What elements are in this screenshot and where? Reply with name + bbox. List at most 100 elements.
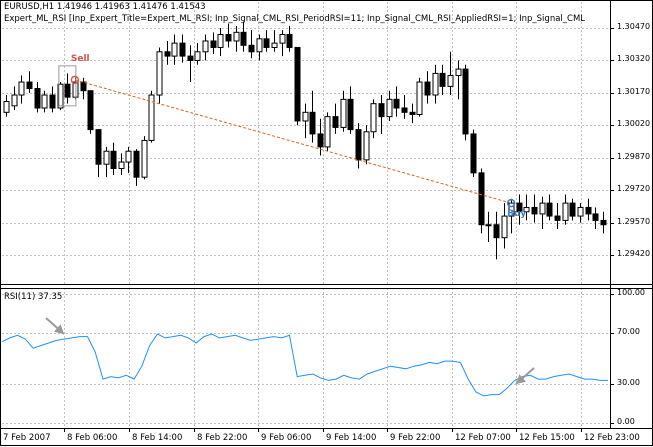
candle: [424, 71, 431, 104]
rsi-level-label: 30.00: [617, 378, 640, 388]
candles: [3, 21, 607, 260]
candle: [332, 103, 339, 134]
candle: [202, 34, 209, 61]
candle: [531, 194, 538, 223]
candle-body: [393, 98, 400, 109]
candle: [87, 90, 94, 134]
candle: [501, 203, 508, 249]
candle: [80, 77, 87, 100]
candle-body: [141, 139, 148, 178]
candle-body: [294, 46, 301, 122]
candle-body: [263, 38, 270, 48]
candle: [302, 103, 309, 139]
candle-body: [302, 111, 309, 122]
price-label: 1.30320: [617, 54, 651, 64]
candle-body: [110, 150, 117, 170]
candle-body: [508, 202, 515, 217]
candle-body: [539, 202, 546, 215]
arrow-head: [53, 324, 64, 334]
candle-body: [577, 206, 584, 217]
candle: [34, 82, 41, 113]
candle-body: [569, 202, 576, 217]
candle: [194, 43, 201, 65]
candle: [110, 142, 117, 176]
candle-body: [455, 68, 462, 77]
candle: [18, 75, 25, 104]
candle: [133, 149, 140, 186]
candle-body: [125, 150, 132, 163]
candle: [577, 203, 584, 223]
time-label: 12 Feb 07:00: [455, 433, 511, 443]
candle: [554, 203, 561, 230]
candle: [118, 153, 125, 176]
candle: [271, 30, 278, 52]
time-label: 8 Feb 22:00: [197, 433, 248, 443]
candle: [148, 90, 155, 143]
candle-body: [41, 94, 48, 109]
time-label: 8 Feb 14:00: [132, 433, 183, 443]
candle: [64, 73, 71, 104]
candle-body: [347, 98, 354, 131]
candle-body: [148, 94, 155, 141]
candle: [409, 103, 416, 124]
candle-body: [210, 40, 217, 48]
price-label: 1.29420: [617, 249, 651, 258]
candle-body: [355, 129, 362, 161]
candle: [324, 112, 331, 152]
candle-body: [370, 103, 377, 133]
candle: [263, 30, 270, 52]
candle-body: [309, 111, 316, 135]
candle: [179, 34, 186, 63]
rsi-level-label: 100.00: [617, 288, 645, 297]
candle-body: [256, 38, 263, 53]
candle-body: [516, 202, 523, 213]
candle: [49, 86, 56, 113]
buy-rsi-arrow: [515, 367, 535, 385]
candle-body: [447, 75, 454, 87]
candle-body: [164, 51, 171, 57]
candle: [470, 129, 477, 178]
candle: [585, 198, 592, 221]
candle-body: [439, 72, 446, 87]
candle-body: [478, 172, 485, 226]
candle: [600, 211, 607, 234]
candle: [26, 71, 33, 93]
candle: [164, 40, 171, 65]
candle: [355, 123, 362, 169]
candle: [562, 194, 569, 225]
candle-body: [600, 219, 607, 226]
sell-to-buy-trendline: [58, 65, 516, 208]
time-label: 8 Feb 06:00: [67, 433, 118, 443]
candle: [217, 28, 224, 57]
candle: [3, 95, 10, 117]
candle-body: [501, 215, 508, 239]
candle-body: [409, 111, 416, 115]
candle: [41, 90, 48, 113]
candle-body: [546, 202, 553, 217]
price-label: 1.30020: [617, 119, 651, 129]
time-label: 7 Feb 2007: [3, 433, 51, 443]
candle-body: [493, 224, 500, 239]
candle: [432, 64, 439, 104]
candle-body: [233, 31, 240, 42]
candle: [187, 45, 194, 83]
price-label: 1.29720: [617, 184, 651, 194]
price-label: 1.30470: [617, 22, 651, 31]
candle-body: [554, 215, 561, 221]
candle: [340, 90, 347, 132]
candle: [416, 77, 423, 117]
arrow-head: [516, 374, 527, 384]
candle-body: [585, 206, 592, 215]
candle-body: [18, 81, 25, 96]
candle-body: [3, 101, 10, 113]
candle: [370, 99, 377, 139]
candle: [485, 211, 492, 243]
candle: [386, 90, 393, 121]
candle: [294, 46, 301, 126]
sell-signal-marker: [70, 75, 80, 85]
candle-body: [416, 81, 423, 115]
price-label: 1.30170: [617, 86, 651, 96]
candle: [95, 129, 102, 178]
candle-body: [363, 131, 370, 161]
